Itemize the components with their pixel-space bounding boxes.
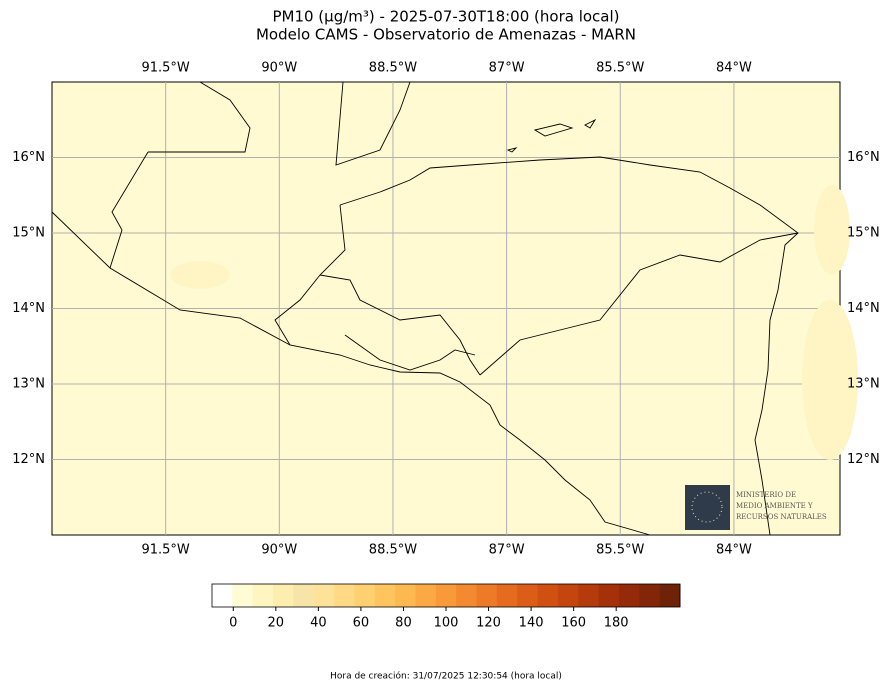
colorbar-tick-label: 140 [519,616,544,631]
haze [802,300,858,460]
logo-ring [691,491,723,523]
colorbar-swatch [232,584,254,607]
colorbar-swatch [476,584,498,607]
footer: Hora de creación: 31/07/2025 12:30:54 (h… [330,671,562,682]
colorbar-swatch [374,584,396,607]
lon-label: 85.5°W [596,543,644,558]
lat-label: 14°N [12,301,45,316]
colorbar-swatch [517,584,539,607]
lat-label: 15°N [847,226,880,241]
colorbar-tick-label: 60 [353,616,370,631]
title-line: PM10 (μg/m³) - 2025-07-30T18:00 (hora lo… [272,8,619,26]
colorbar-swatch [252,584,274,607]
colorbar-swatch [456,584,478,607]
colorbar-tick-label: 100 [434,616,459,631]
haze [814,185,850,275]
colorbar-swatch [293,584,315,607]
lon-label: 84°W [716,543,752,558]
lon-label: 84°W [716,61,752,76]
colorbar-swatch [273,584,294,607]
colorbar-tick-label: 160 [561,616,586,631]
colorbar-swatch [618,584,640,607]
lat-label: 15°N [12,226,45,241]
lon-label: 87°W [489,61,525,76]
title-line: Modelo CAMS - Observatorio de Amenazas -… [256,26,636,44]
lon-label: 91.5°W [141,543,189,558]
colorbar-swatch [496,584,518,607]
colorbar-swatch [354,584,376,607]
lat-label: 12°N [12,452,45,467]
colorbar-swatch [435,584,457,607]
logo-emblem [685,485,730,530]
lon-label: 88.5°W [369,543,417,558]
colorbar-swatch [334,584,355,607]
logo-text: MEDIO AMBIENTE Y [736,502,813,510]
lon-label: 87°W [489,543,525,558]
colorbar-swatch [395,584,416,607]
colorbar-tick-label: 40 [310,616,327,631]
colorbar-swatch [212,584,233,607]
colorbar-tick-label: 0 [229,616,237,631]
lon-label: 90°W [261,61,297,76]
colorbar-swatch [537,584,559,607]
coastlines [51,81,799,536]
lat-label: 16°N [847,150,880,165]
colorbar-swatch [415,584,437,607]
lon-label: 88.5°W [369,61,417,76]
lon-label: 91.5°W [141,61,189,76]
colorbar-tick-label: 80 [395,616,412,631]
colorbar-swatch [639,584,661,607]
colorbar-swatch [557,584,579,607]
colorbar-tick-label: 120 [476,616,501,631]
lat-label: 14°N [847,301,880,316]
haze [170,261,230,289]
colorbar-swatch [598,584,620,607]
colorbar-swatch [659,584,681,607]
lat-label: 16°N [12,150,45,165]
logo-text: MINISTERIO DE [736,491,796,499]
lat-label: 13°N [12,377,45,392]
lat-label: 13°N [847,377,880,392]
lon-label: 90°W [261,543,297,558]
colorbar-tick-label: 20 [268,616,285,631]
colorbar-tick-label: 180 [604,616,629,631]
lat-label: 12°N [847,452,880,467]
logo-text: RECURSOS NATURALES [736,513,827,521]
colorbar-swatch [578,584,600,607]
lon-label: 85.5°W [596,61,644,76]
colorbar-swatch [313,584,335,607]
